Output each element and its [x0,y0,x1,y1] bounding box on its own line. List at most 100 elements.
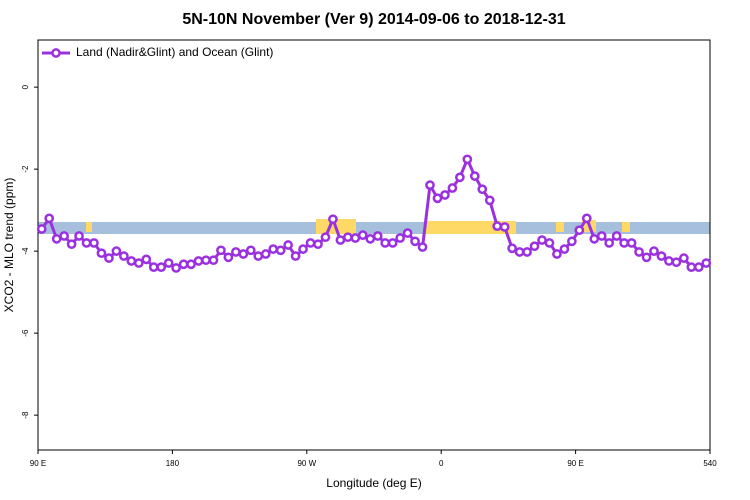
chart-title: 5N-10N November (Ver 9) 2014-09-06 to 20… [182,11,565,28]
data-point [410,236,420,247]
data-point [447,183,458,193]
legend-marker [51,48,61,58]
data-point [96,248,107,259]
data-point [581,213,592,224]
data-point [619,238,629,248]
x-axis-label: Longitude (deg E) [326,476,421,490]
data-point [529,241,540,252]
data-point [552,249,562,259]
data-point [425,180,435,190]
data-point [253,251,264,261]
data-point [679,253,689,263]
data-point [656,251,667,261]
data-point [343,232,353,243]
data-point [664,256,674,266]
data-point [357,230,368,241]
data-point [126,256,137,266]
data-point [268,244,279,254]
data-point [59,231,69,241]
data-point [163,258,174,268]
data-point [380,238,391,248]
data-point [320,232,331,243]
data-point [417,242,428,252]
x-tick-label: 540 [703,459,717,468]
data-point [216,245,226,256]
data-point [365,234,376,244]
data-point [298,244,308,254]
map-strip [38,219,710,234]
data-point [238,249,249,259]
data-point [574,225,585,236]
data-point [693,262,704,272]
data-point [245,245,256,256]
plot-frame [37,39,711,451]
data-point [186,259,196,270]
x-tick-label: 180 [166,459,180,468]
data-point [649,246,659,256]
data-point [104,253,114,263]
data-point [111,246,122,256]
land-patch [86,222,92,232]
data-point [477,184,488,195]
data-point [119,251,129,261]
data-point [148,262,159,272]
data-point [81,238,92,248]
data-point [604,238,615,248]
data-point [66,239,77,250]
y-tick-label: 0 [21,84,30,89]
data-point [387,238,398,248]
data-point [455,172,465,183]
land-patch [622,222,630,232]
data-point [701,258,712,268]
data-point [514,247,525,257]
data-point [260,249,271,259]
data-point [634,247,644,257]
data-point [305,238,316,248]
x-tick-label: 90 E [30,459,46,468]
data-point [51,234,62,244]
data-point [395,233,405,243]
data-point [484,195,495,206]
data-point [141,254,152,265]
data-point [89,238,99,248]
data-point [559,244,570,254]
data-point [469,171,480,181]
y-tick-label: -2 [21,165,30,173]
data-point [133,258,144,268]
data-point [544,238,555,248]
data-point [201,255,211,266]
data-point [596,231,607,241]
y-axis-label: XCO2 - MLO trend (ppm) [2,178,16,313]
land-patch [556,222,564,232]
y-tick-label: -6 [21,329,30,337]
y-tick-label: -4 [21,247,30,255]
data-point [432,193,443,204]
series-line [40,155,707,270]
data-point [492,221,503,231]
data-point [178,259,189,270]
data-point [328,214,338,225]
data-point [335,235,346,245]
data-point [440,190,450,200]
data-point [462,154,473,165]
data-point [611,231,622,241]
data-point [507,243,517,254]
data-point [74,231,84,241]
data-point [567,236,577,247]
data-point [499,222,510,232]
data-point [402,228,413,238]
x-tick-label: 90 E [567,459,583,468]
data-point [641,252,652,263]
data-point [350,233,361,243]
data-point [231,247,241,257]
data-point [223,252,234,263]
data-point [290,251,301,261]
data-point [193,256,204,266]
data-point [44,213,55,224]
data-point [686,262,697,272]
data-point [589,234,600,244]
data-point [313,239,323,250]
data-point [372,231,383,241]
x-tick-label: 0 [439,459,444,468]
